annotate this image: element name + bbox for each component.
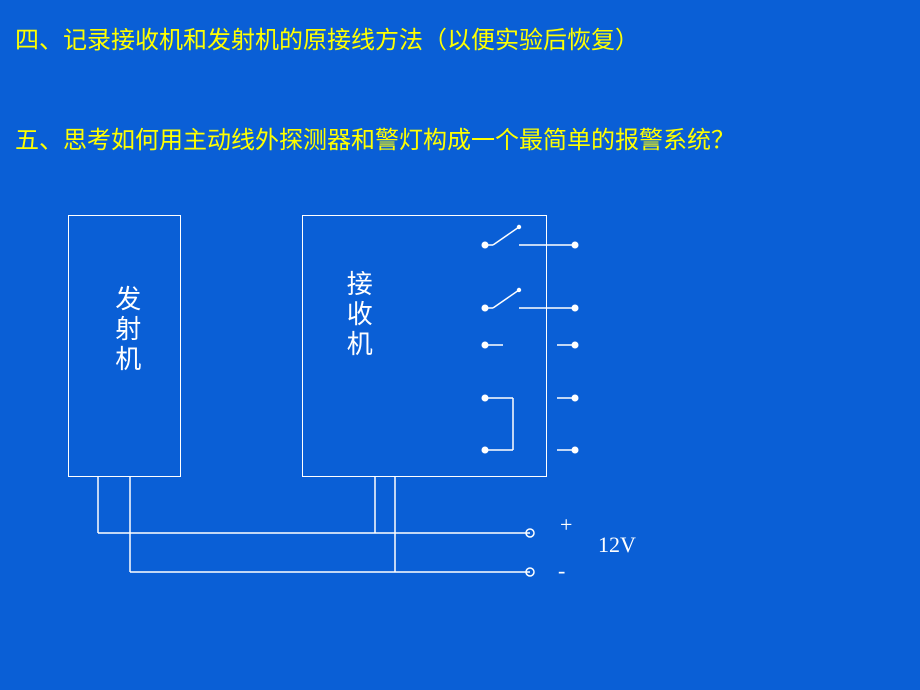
wiring-diagram (0, 0, 920, 690)
